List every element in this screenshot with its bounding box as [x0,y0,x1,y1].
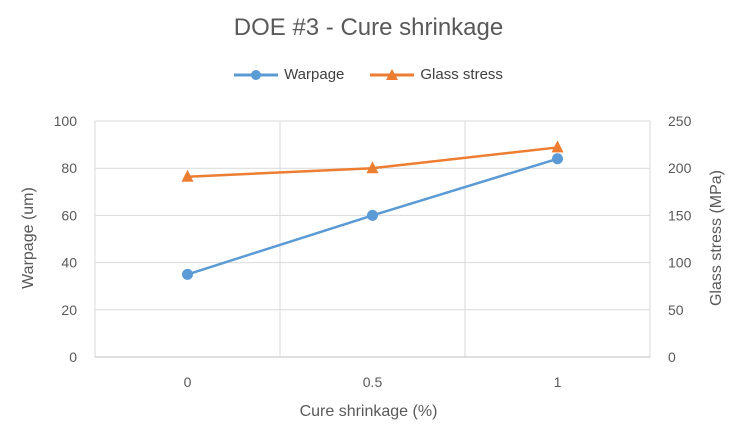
x-tick-label-1: 0.5 [363,374,383,390]
y2-axis-title: Glass stress (MPa) [708,169,725,307]
y2-tick-label-1: 50 [668,302,684,318]
point-warpage-2 [552,153,563,165]
x-tick-label-2: 1 [554,374,562,390]
x-tick-label-0: 0 [184,374,192,390]
chart-title: DOE #3 - Cure shrinkage [233,14,504,41]
y2-tick-label-4: 200 [668,160,692,176]
y2-tick-label-5: 250 [668,113,692,129]
y-tick-label-2: 40 [61,255,77,271]
y2-tick-label-3: 150 [668,207,692,223]
x-axis-title: Cure shrinkage (%) [299,403,438,420]
point-warpage-1 [367,209,378,221]
point-glass-stress-1 [366,161,379,174]
y-axis-title: Warpage (um) [20,187,37,289]
legend-label-warpage: Warpage [284,66,345,83]
legend-item-glass-stress: Glass stress [370,66,503,83]
legend: Warpage Glass stress [0,66,737,83]
y2-tick-label-0: 0 [668,349,676,365]
point-warpage-0 [182,268,193,280]
y-tick-label-5: 100 [54,113,78,129]
y-tick-label-0: 0 [69,349,77,365]
y-tick-label-4: 80 [61,160,77,176]
legend-swatch-glass-stress [370,68,415,80]
legend-swatch-warpage [234,69,279,80]
point-glass-stress-2 [551,140,564,153]
y2-tick-label-2: 100 [668,255,692,271]
legend-item-warpage: Warpage [234,66,344,83]
point-glass-stress-0 [181,169,194,182]
y-tick-label-1: 20 [61,302,77,318]
legend-label-glass-stress: Glass stress [420,66,503,83]
y-tick-label-3: 60 [61,207,77,223]
